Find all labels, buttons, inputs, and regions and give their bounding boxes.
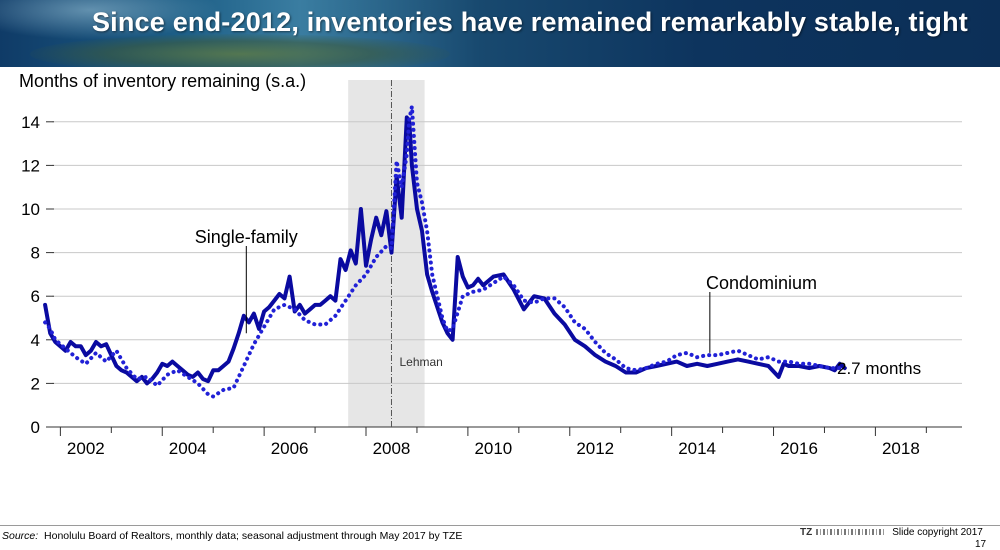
y-tick-label: 2 xyxy=(31,374,40,393)
x-tick-label: 2004 xyxy=(169,439,207,458)
source-note: Source: Honolulu Board of Realtors, mont… xyxy=(2,530,462,542)
gridlines xyxy=(52,121,962,384)
x-tick-label: 2016 xyxy=(780,439,818,458)
footer-divider xyxy=(0,525,1000,526)
title-banner: Since end-2012, inventories have remaine… xyxy=(0,0,1000,67)
series-line-condominium xyxy=(43,104,847,399)
page-number: 17 xyxy=(975,539,987,550)
y-tick-label: 10 xyxy=(21,200,40,219)
banner-image-island xyxy=(30,34,450,67)
copyright-note: Slide copyright 2017 xyxy=(892,527,983,538)
x-tick-label: 2018 xyxy=(882,439,920,458)
source-label: Source: xyxy=(2,530,39,542)
single-family-label: Single-family xyxy=(195,227,298,247)
y-axis-ticks: 0 2 4 6 8 10 12 14 xyxy=(21,113,54,437)
x-tick-label: 2002 xyxy=(67,439,105,458)
y-tick-label: 8 xyxy=(31,244,40,263)
condominium-label: Condominium xyxy=(706,273,817,293)
end-value-label: 2.7 months xyxy=(837,359,921,378)
series-layer xyxy=(43,104,847,399)
source-text: Honolulu Board of Realtors, monthly data… xyxy=(44,530,463,542)
y-axis-label: Months of inventory remaining (s.a.) xyxy=(19,71,307,91)
y-tick-label: 6 xyxy=(31,287,40,306)
x-tick-label: 2012 xyxy=(576,439,614,458)
inventory-line-chart: 0 2 4 6 8 10 12 14 2002 2004 2006 2008 2010 2012 2014… xyxy=(21,80,962,458)
x-axis-ticks: 2002 2004 2006 2008 2010 2012 2014 2016 2018 xyxy=(59,427,927,458)
brand-strip xyxy=(816,528,887,535)
y-tick-label: 12 xyxy=(21,156,40,175)
lehman-label: Lehman xyxy=(399,355,442,369)
x-tick-label: 2014 xyxy=(678,439,716,458)
x-tick-label: 2010 xyxy=(474,439,512,458)
series-labels: Single-family Condominium 2.7 months xyxy=(195,227,921,378)
x-tick-label: 2006 xyxy=(271,439,309,458)
series-line-single-family xyxy=(43,115,847,386)
brand-logo: TZ xyxy=(800,527,813,538)
y-tick-label: 4 xyxy=(31,331,40,350)
y-tick-label: 14 xyxy=(21,113,40,132)
slide-title: Since end-2012, inventories have remaine… xyxy=(91,7,968,37)
recession-shade xyxy=(348,80,425,427)
x-tick-label: 2008 xyxy=(373,439,411,458)
recession-shade-layer xyxy=(348,80,425,427)
brand-block: TZ Slide copyright 2017 xyxy=(800,527,983,538)
y-tick-label: 0 xyxy=(31,418,40,437)
